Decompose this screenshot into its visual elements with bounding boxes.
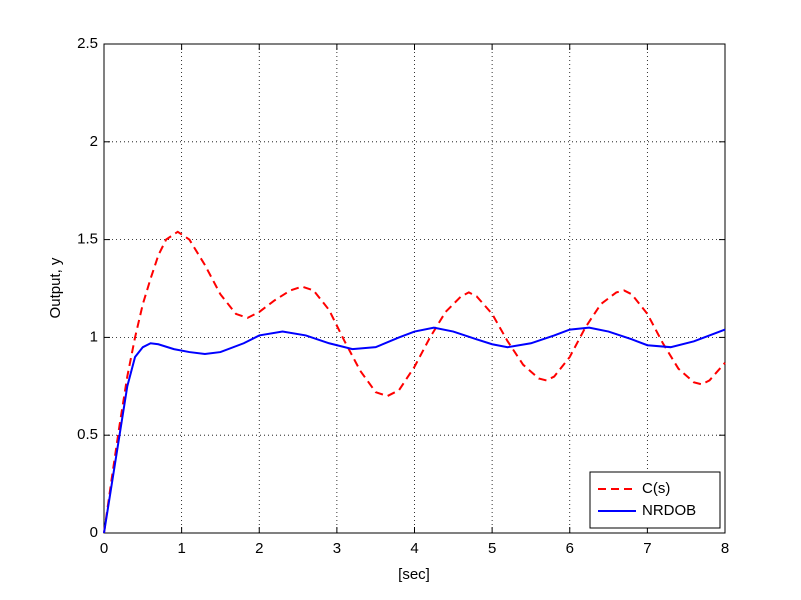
- x-tick-label: 2: [255, 540, 263, 557]
- plot-frame: [103, 43, 726, 534]
- y-tick-label: 2: [90, 133, 98, 150]
- legend-box: [589, 471, 721, 529]
- x-axis-label: [sec]: [398, 566, 430, 583]
- y-axis-label: Output, y: [47, 257, 64, 318]
- legend-label: C(s): [642, 480, 670, 497]
- x-tick-label: 4: [410, 540, 418, 557]
- y-tick-label: 1.5: [77, 231, 98, 248]
- series-line: [103, 326, 726, 534]
- x-tick-label: 3: [333, 540, 341, 557]
- x-tick-label: 5: [488, 540, 496, 557]
- x-tick-label: 1: [177, 540, 185, 557]
- x-tick-label: 0: [100, 540, 108, 557]
- series-line: [103, 230, 726, 534]
- x-tick-label: 7: [643, 540, 651, 557]
- x-tick-label: 8: [721, 540, 729, 557]
- y-tick-label: 2.5: [77, 35, 98, 52]
- y-tick-label: 0: [90, 524, 98, 541]
- y-tick-label: 1: [90, 328, 98, 345]
- legend-label: NRDOB: [642, 502, 696, 519]
- x-tick-label: 6: [566, 540, 574, 557]
- y-tick-label: 0.5: [77, 426, 98, 443]
